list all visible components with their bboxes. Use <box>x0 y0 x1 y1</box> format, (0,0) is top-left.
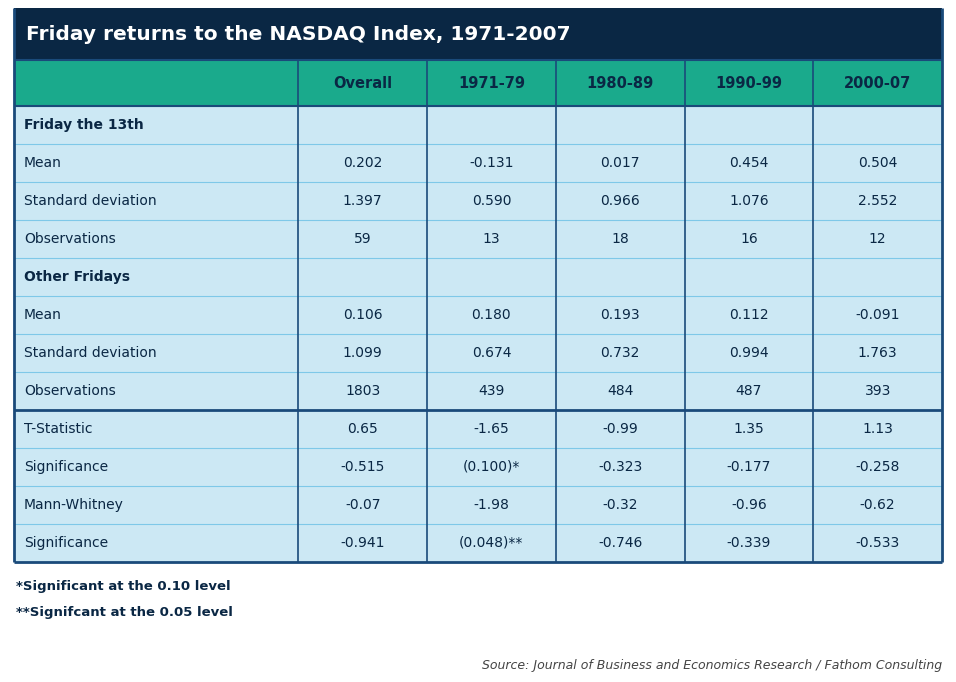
Text: Friday returns to the NASDAQ Index, 1971-2007: Friday returns to the NASDAQ Index, 1971… <box>26 25 571 44</box>
Text: Friday the 13th: Friday the 13th <box>24 118 143 132</box>
Text: 1.099: 1.099 <box>343 346 382 360</box>
Text: -1.65: -1.65 <box>473 422 510 436</box>
Text: 1971-79: 1971-79 <box>458 76 525 91</box>
Text: 0.112: 0.112 <box>729 308 769 322</box>
Text: Overall: Overall <box>333 76 392 91</box>
Text: 0.674: 0.674 <box>471 346 511 360</box>
Bar <box>14 144 942 182</box>
Text: -0.62: -0.62 <box>859 498 896 512</box>
Text: -0.32: -0.32 <box>602 498 638 512</box>
Text: *Significant at the 0.10 level: *Significant at the 0.10 level <box>16 580 230 593</box>
Text: 1.763: 1.763 <box>858 346 898 360</box>
Text: Mean: Mean <box>24 156 62 170</box>
Text: 0.966: 0.966 <box>600 194 640 208</box>
Text: 0.732: 0.732 <box>600 346 640 360</box>
Text: -0.96: -0.96 <box>731 498 767 512</box>
Text: 12: 12 <box>869 232 886 246</box>
Text: 0.454: 0.454 <box>729 156 769 170</box>
Text: Mann-Whitney: Mann-Whitney <box>24 498 124 512</box>
Bar <box>14 410 942 448</box>
Text: (0.048)**: (0.048)** <box>459 536 524 550</box>
Text: 393: 393 <box>864 384 891 398</box>
Text: Observations: Observations <box>24 384 116 398</box>
Text: 484: 484 <box>607 384 633 398</box>
Text: 1.397: 1.397 <box>343 194 382 208</box>
Text: -0.533: -0.533 <box>856 536 900 550</box>
Text: -0.177: -0.177 <box>727 460 771 474</box>
Text: (0.100)*: (0.100)* <box>463 460 520 474</box>
Text: Standard deviation: Standard deviation <box>24 346 157 360</box>
Bar <box>14 182 942 220</box>
Text: 0.180: 0.180 <box>471 308 511 322</box>
Text: Standard deviation: Standard deviation <box>24 194 157 208</box>
Bar <box>14 60 942 106</box>
Bar <box>14 258 942 296</box>
Text: 18: 18 <box>611 232 629 246</box>
Text: 0.202: 0.202 <box>343 156 382 170</box>
Text: Mean: Mean <box>24 308 62 322</box>
Text: 1803: 1803 <box>345 384 380 398</box>
Text: -0.323: -0.323 <box>598 460 642 474</box>
Text: -0.091: -0.091 <box>856 308 900 322</box>
Bar <box>14 296 942 334</box>
Text: 0.504: 0.504 <box>858 156 898 170</box>
Text: 1.35: 1.35 <box>733 422 764 436</box>
Text: 1980-89: 1980-89 <box>587 76 654 91</box>
Text: 2.552: 2.552 <box>858 194 898 208</box>
Bar <box>14 448 942 486</box>
Text: 0.017: 0.017 <box>600 156 640 170</box>
Bar <box>14 106 942 144</box>
Text: 0.65: 0.65 <box>347 422 378 436</box>
Bar <box>14 334 942 372</box>
Text: 16: 16 <box>740 232 758 246</box>
Text: 0.106: 0.106 <box>343 308 382 322</box>
Text: Observations: Observations <box>24 232 116 246</box>
Bar <box>14 220 942 258</box>
Text: Significance: Significance <box>24 460 108 474</box>
Text: 13: 13 <box>483 232 500 246</box>
Text: 439: 439 <box>478 384 505 398</box>
Text: 1990-99: 1990-99 <box>715 76 782 91</box>
Text: 0.994: 0.994 <box>729 346 769 360</box>
Text: 1.13: 1.13 <box>862 422 893 436</box>
Text: 0.590: 0.590 <box>471 194 511 208</box>
Bar <box>14 486 942 524</box>
Text: 59: 59 <box>354 232 372 246</box>
Text: -0.515: -0.515 <box>340 460 385 474</box>
Text: 0.193: 0.193 <box>600 308 640 322</box>
Text: -0.746: -0.746 <box>598 536 642 550</box>
Text: Other Fridays: Other Fridays <box>24 270 130 284</box>
Text: -0.339: -0.339 <box>727 536 771 550</box>
Text: 2000-07: 2000-07 <box>844 76 911 91</box>
Bar <box>14 372 942 410</box>
Text: -0.131: -0.131 <box>469 156 513 170</box>
Text: Source: Journal of Business and Economics Research / Fathom Consulting: Source: Journal of Business and Economic… <box>482 659 942 672</box>
Text: T-Statistic: T-Statistic <box>24 422 93 436</box>
Text: 487: 487 <box>736 384 762 398</box>
Text: -0.07: -0.07 <box>345 498 380 512</box>
Text: -1.98: -1.98 <box>473 498 510 512</box>
Text: -0.99: -0.99 <box>602 422 638 436</box>
Text: -0.941: -0.941 <box>340 536 385 550</box>
Bar <box>14 8 942 60</box>
Text: -0.258: -0.258 <box>856 460 900 474</box>
Bar <box>14 524 942 562</box>
Text: **Signifcant at the 0.05 level: **Signifcant at the 0.05 level <box>16 606 233 619</box>
Text: 1.076: 1.076 <box>729 194 769 208</box>
Text: Significance: Significance <box>24 536 108 550</box>
